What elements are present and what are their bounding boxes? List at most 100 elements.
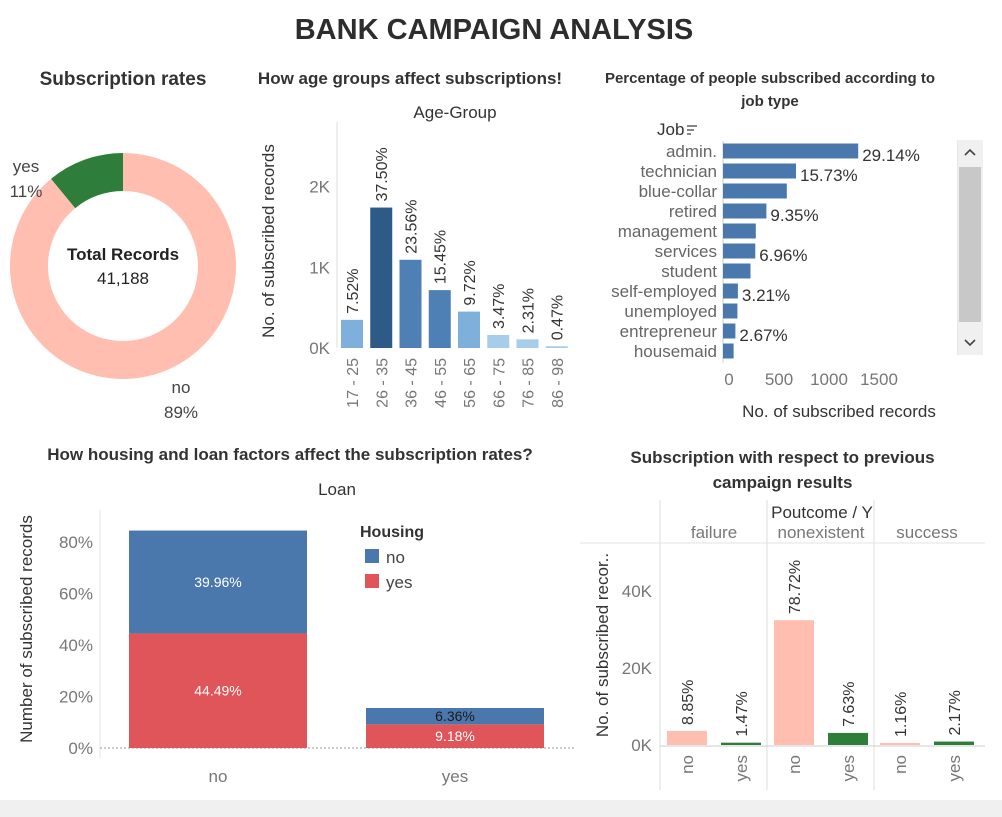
poutcome-xtick: no bbox=[891, 755, 910, 774]
age-bar-label: 3.47% bbox=[491, 284, 508, 329]
job-xtick: 1000 bbox=[810, 370, 848, 389]
poutcome-group-label: failure bbox=[691, 523, 737, 542]
housing-bar-no bbox=[129, 530, 307, 634]
age-bar-label: 0.47% bbox=[550, 295, 567, 340]
age-title: How age groups affect subscriptions! bbox=[257, 69, 563, 88]
job-bar bbox=[723, 263, 751, 279]
poutcome-xtick: no bbox=[785, 755, 804, 774]
age-bar-label: 15.45% bbox=[433, 230, 450, 284]
job-bar bbox=[723, 303, 738, 319]
housing-label-no: 6.36% bbox=[435, 708, 475, 724]
job-title: Percentage of people subscribed accordin… bbox=[580, 67, 960, 113]
poutcome-xtick: yes bbox=[839, 755, 858, 781]
donut-pct-no: 89% bbox=[164, 403, 198, 422]
age-bar-label: 9.72% bbox=[462, 260, 479, 305]
donut-label-yes: yes bbox=[13, 157, 39, 176]
housing-title: How housing and loan factors affect the … bbox=[47, 445, 533, 464]
poutcome-group-label: success bbox=[896, 523, 957, 542]
donut-pct-yes: 11% bbox=[10, 182, 43, 201]
housing-ytick: 20% bbox=[59, 688, 93, 707]
poutcome-bar-label: 78.72% bbox=[787, 560, 804, 614]
housing-ytick: 60% bbox=[59, 585, 93, 604]
job-category-label: management bbox=[618, 222, 718, 241]
poutcome-ytick: 0K bbox=[631, 736, 652, 755]
housing-xtick: yes bbox=[442, 767, 468, 786]
job-bar bbox=[723, 343, 734, 359]
job-bar bbox=[723, 223, 756, 239]
job-bar-label: 9.35% bbox=[770, 206, 818, 225]
housing-label-yes: 44.49% bbox=[194, 683, 241, 699]
housing-legend-title: Housing bbox=[360, 524, 424, 541]
donut-slice-yes bbox=[50, 153, 124, 209]
poutcome-chart: Poutcome / Y failure nonexistent success 0K 2… bbox=[580, 500, 985, 790]
age-group-chart: Age-Group 0K 1K 2K No. of subscribed records… bbox=[259, 103, 568, 408]
poutcome-title-line1: Subscription with respect to previous bbox=[630, 448, 935, 467]
poutcome-bar-label: 8.85% bbox=[680, 680, 697, 725]
poutcome-bar bbox=[774, 620, 814, 745]
job-scrollbar[interactable] bbox=[957, 140, 983, 355]
age-xtick: 56 - 65 bbox=[462, 358, 479, 408]
age-xtick: 76 - 85 bbox=[521, 358, 538, 408]
poutcome-xtick: yes bbox=[732, 755, 751, 781]
housing-legend-swatch-yes bbox=[365, 574, 379, 588]
age-bar-label: 37.50% bbox=[374, 147, 391, 201]
poutcome-ylabel: No. of subscribed recor.. bbox=[593, 553, 612, 737]
job-category-label: admin. bbox=[666, 142, 717, 161]
poutcome-xtick: no bbox=[678, 755, 697, 774]
job-xtick: 500 bbox=[765, 370, 793, 389]
donut-center-label: Total Records bbox=[67, 245, 179, 264]
age-bar bbox=[341, 319, 363, 348]
job-bar bbox=[723, 323, 736, 339]
age-bar-label: 7.52% bbox=[345, 268, 362, 313]
housing-bar-no bbox=[366, 707, 544, 725]
job-bar-label: 29.14% bbox=[862, 146, 920, 165]
job-scroll-down-button[interactable] bbox=[958, 331, 982, 355]
age-bar bbox=[458, 311, 480, 348]
job-bar bbox=[723, 203, 767, 219]
subscription-title: Subscription rates bbox=[39, 69, 207, 90]
age-bar bbox=[428, 290, 451, 348]
poutcome-ytick: 40K bbox=[622, 582, 653, 601]
job-bar-label: 3.21% bbox=[742, 286, 790, 305]
job-scroll-up-button[interactable] bbox=[958, 140, 982, 164]
age-bar bbox=[545, 346, 568, 348]
housing-ytick: 40% bbox=[59, 636, 93, 655]
age-bar bbox=[370, 207, 393, 348]
poutcome-bar-label: 2.17% bbox=[947, 690, 964, 735]
age-ytick: 2K bbox=[309, 178, 330, 197]
age-bar-label: 23.56% bbox=[404, 200, 421, 254]
job-bar-label: 2.67% bbox=[739, 326, 787, 345]
job-category-label: student bbox=[661, 262, 717, 281]
chevron-down-icon bbox=[964, 339, 976, 347]
job-bar-label: 15.73% bbox=[800, 166, 858, 185]
poutcome-bar-label: 1.47% bbox=[734, 691, 751, 736]
job-bar bbox=[723, 143, 859, 159]
age-xtick: 66 - 75 bbox=[491, 358, 508, 408]
job-type-chart: Job admin. 29.14% technician 15.73% blue-coll… bbox=[611, 120, 936, 421]
job-category-label: services bbox=[655, 242, 717, 261]
housing-loan-chart: Loan 0% 20% 40% 60% 80% Number of subscribed r… bbox=[17, 480, 575, 786]
job-xtick: 0 bbox=[724, 370, 733, 389]
poutcome-header: Poutcome / Y bbox=[771, 503, 873, 522]
job-bar bbox=[723, 283, 738, 299]
housing-legend-label-yes: yes bbox=[386, 573, 412, 592]
poutcome-bar bbox=[667, 730, 707, 745]
poutcome-title-line2: campaign results bbox=[712, 473, 853, 492]
chevron-up-icon bbox=[964, 148, 976, 156]
job-category-label: blue-collar bbox=[639, 182, 718, 201]
dashboard-title: BANK CAMPAIGN ANALYSIS bbox=[294, 14, 694, 46]
housing-bar-yes bbox=[129, 633, 307, 748]
job-title-line1: Percentage of people subscribed accordin… bbox=[604, 70, 936, 87]
poutcome-title: Subscription with respect to previous ca… bbox=[580, 445, 985, 495]
job-bar bbox=[723, 243, 756, 259]
housing-legend-swatch-no bbox=[365, 549, 379, 563]
poutcome-bar bbox=[828, 732, 868, 745]
job-xtick: 1500 bbox=[860, 370, 898, 389]
job-field-label: Job bbox=[657, 120, 684, 139]
job-category-label: housemaid bbox=[634, 342, 717, 361]
job-scrollbar-thumb[interactable] bbox=[959, 167, 981, 322]
job-category-label: technician bbox=[640, 162, 717, 181]
job-xlabel: No. of subscribed records bbox=[742, 402, 936, 421]
housing-xtick: no bbox=[209, 767, 228, 786]
age-ylabel: No. of subscribed records bbox=[259, 144, 278, 338]
